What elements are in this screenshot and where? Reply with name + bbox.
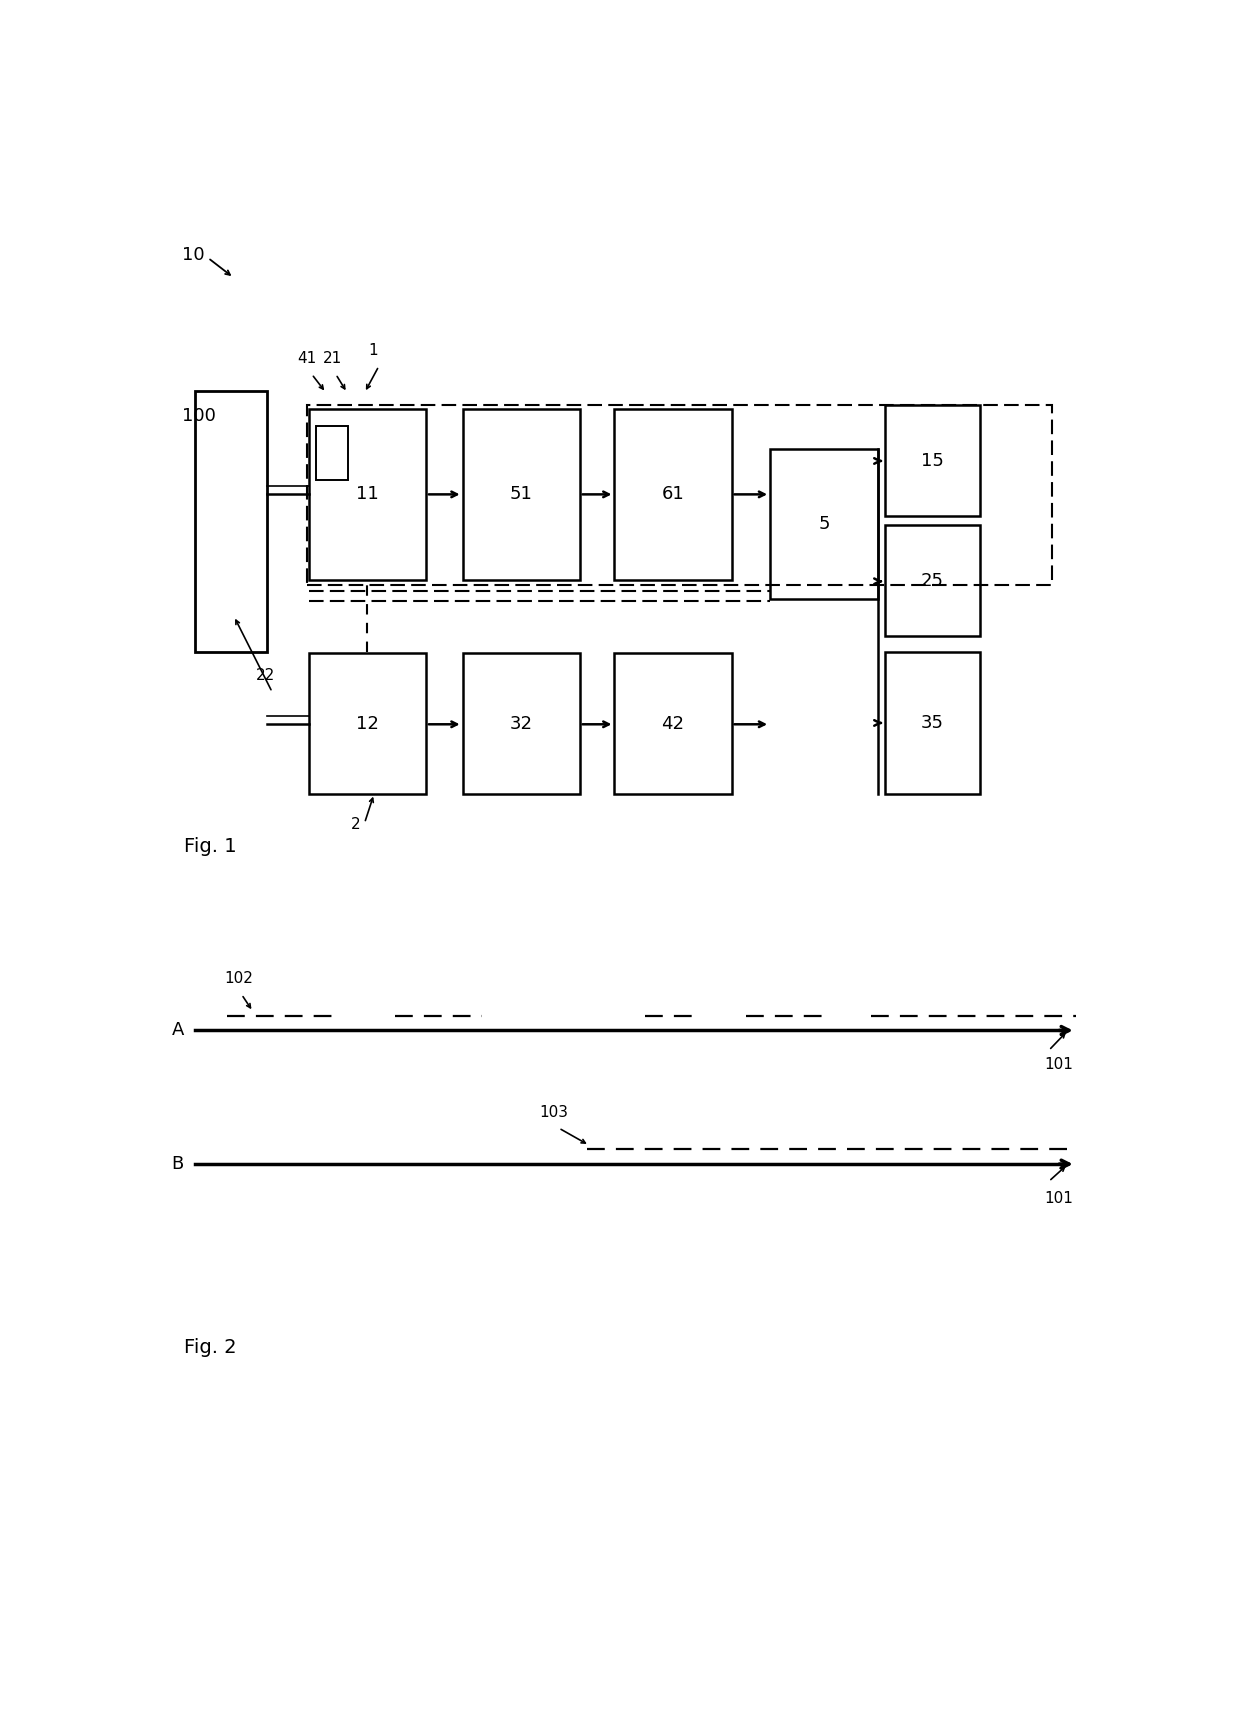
Text: 101: 101 xyxy=(1044,1057,1073,1073)
Bar xyxy=(306,404,1052,585)
Bar xyxy=(614,408,732,580)
Text: 22: 22 xyxy=(255,668,275,682)
Text: A: A xyxy=(171,1021,184,1040)
Bar xyxy=(196,391,268,653)
Text: 103: 103 xyxy=(539,1104,568,1120)
Text: 5: 5 xyxy=(818,516,830,533)
Text: 42: 42 xyxy=(661,715,684,733)
Text: 10: 10 xyxy=(182,247,205,264)
Text: 61: 61 xyxy=(662,486,684,503)
Bar xyxy=(614,653,732,793)
Text: 101: 101 xyxy=(1044,1191,1073,1207)
Text: 41: 41 xyxy=(298,351,316,366)
Bar xyxy=(316,427,348,479)
Bar xyxy=(463,653,580,793)
Text: 51: 51 xyxy=(510,486,532,503)
Text: Fig. 2: Fig. 2 xyxy=(184,1338,237,1358)
Text: B: B xyxy=(171,1154,184,1174)
Text: 2: 2 xyxy=(351,816,361,832)
Text: 11: 11 xyxy=(356,486,378,503)
Text: 25: 25 xyxy=(921,573,944,590)
Text: 102: 102 xyxy=(224,970,253,986)
Text: 100: 100 xyxy=(182,406,216,425)
Text: 15: 15 xyxy=(921,451,944,470)
Text: 1: 1 xyxy=(368,344,378,358)
Bar xyxy=(770,450,878,599)
Bar xyxy=(885,653,980,793)
Bar xyxy=(885,404,980,516)
Text: 35: 35 xyxy=(921,713,944,733)
Bar xyxy=(885,524,980,635)
Bar xyxy=(309,408,427,580)
Text: Fig. 1: Fig. 1 xyxy=(184,837,237,856)
Bar xyxy=(309,653,427,793)
Bar xyxy=(463,408,580,580)
Text: 32: 32 xyxy=(510,715,533,733)
Text: 12: 12 xyxy=(356,715,378,733)
Text: 21: 21 xyxy=(324,351,342,366)
